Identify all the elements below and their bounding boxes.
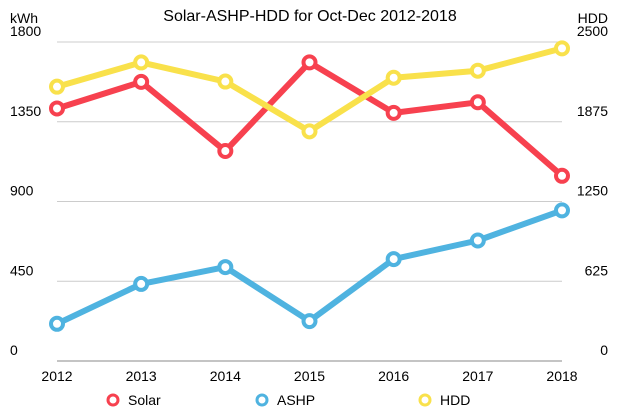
data-point-ashp (217, 259, 234, 276)
data-point-ashp (49, 315, 65, 332)
data-point-solar (301, 54, 318, 71)
legend-item-solar: Solar (106, 392, 161, 408)
right-tick-label: 1875 (577, 103, 608, 119)
data-point-ashp (554, 202, 570, 219)
right-axis-ticks: 0 625 1250 1875 2500 (577, 23, 608, 358)
series-lines (49, 40, 570, 332)
left-tick-label: 1350 (10, 103, 41, 119)
data-point-solar (469, 94, 486, 111)
legend-item-hdd: HDD (418, 392, 470, 408)
legend-marker (255, 393, 269, 407)
left-tick-label: 450 (10, 262, 34, 278)
x-tick-label: 2012 (41, 368, 72, 384)
data-point-ashp (469, 232, 486, 249)
data-point-hdd (133, 54, 150, 71)
data-point-hdd (385, 69, 402, 86)
legend-label: Solar (128, 392, 161, 408)
right-tick-label: 0 (600, 342, 608, 358)
x-tick-label: 2013 (126, 368, 157, 384)
left-axis-label: kWh (10, 10, 38, 26)
legend: Solar ASHP HDD (106, 392, 470, 408)
data-point-solar (385, 104, 402, 121)
series-ashp (49, 202, 570, 332)
data-point-ashp (133, 275, 150, 292)
data-point-hdd (554, 40, 570, 57)
series-hdd (49, 40, 570, 140)
data-point-ashp (385, 251, 402, 268)
legend-label: ASHP (277, 392, 315, 408)
data-point-solar (554, 167, 570, 184)
series-solar (49, 54, 570, 184)
x-tick-label: 2014 (210, 368, 241, 384)
legend-marker (106, 393, 120, 407)
legend-marker (418, 393, 432, 407)
chart-title: Solar-ASHP-HDD for Oct-Dec 2012-2018 (163, 8, 457, 25)
data-point-ashp (301, 313, 318, 330)
right-tick-label: 1250 (577, 183, 608, 199)
legend-item-ashp: ASHP (255, 392, 315, 408)
x-tick-label: 2016 (378, 368, 409, 384)
data-point-hdd (49, 78, 65, 95)
data-point-solar (217, 142, 234, 159)
x-tick-label: 2018 (546, 368, 577, 384)
left-axis-ticks: 0 450 900 1350 1800 (10, 23, 41, 358)
series-line-solar (54, 59, 565, 179)
data-point-hdd (217, 73, 234, 90)
data-point-hdd (301, 123, 318, 140)
left-tick-label: 1800 (10, 23, 41, 39)
left-tick-label: 0 (10, 342, 18, 358)
x-axis-ticks: 2012 2013 2014 2015 2016 2017 2018 (41, 368, 577, 384)
data-point-hdd (469, 62, 486, 79)
data-point-solar (133, 73, 150, 90)
right-tick-label: 625 (585, 262, 609, 278)
x-tick-label: 2017 (462, 368, 493, 384)
legend-label: HDD (440, 392, 470, 408)
right-tick-label: 2500 (577, 23, 608, 39)
left-tick-label: 900 (10, 183, 34, 199)
x-tick-label: 2015 (294, 368, 325, 384)
data-point-solar (49, 100, 65, 117)
right-axis-label: HDD (578, 10, 608, 26)
series-line-ashp (54, 207, 565, 327)
